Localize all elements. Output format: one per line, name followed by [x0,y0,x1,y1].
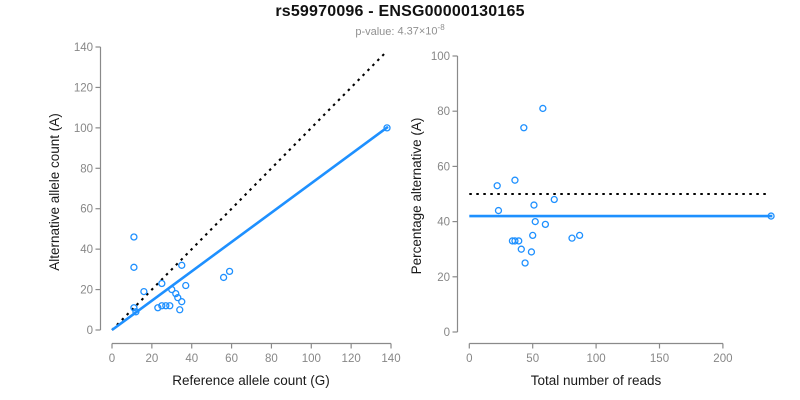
pvalue-exponent: -8 [437,23,445,32]
right-x-axis-label: Total number of reads [531,373,662,388]
left-scatter-point [158,302,166,310]
left-scatter-point [166,302,174,310]
left-scatter-point [219,273,228,282]
right-y-axis-label: Percentage alternative (A) [409,118,424,275]
left-x-tick-label: 60 [225,353,238,365]
right-y-tick-label: 60 [437,161,450,173]
right-scatter-point [527,248,536,256]
right-x-tick-label: 200 [713,353,732,365]
regression-line [111,125,389,332]
left-scatter-point [176,306,184,314]
right-scatter-point [515,237,523,245]
left-x-tick-label: 40 [185,353,198,365]
left-scatter-point [168,285,176,294]
pvalue-label: p-value: [355,25,395,38]
right-scatter-point [520,124,528,132]
left-scatter-point [174,294,182,302]
right-y-tick-label: 0 [444,327,450,339]
pvalue-value: 4.37×10 [397,25,438,38]
left-x-tick-label: 140 [381,353,400,365]
left-scatter-point [140,287,148,296]
left-scatter-point [158,279,166,288]
identity-line [111,51,387,331]
left-scatter-point [154,304,162,312]
left-x-tick-label: 100 [302,353,321,365]
right-y-tick-label: 40 [437,217,450,229]
right-y-tick-label: 80 [437,106,450,118]
right-scatter-point [767,212,775,220]
left-scatter-point [383,124,391,132]
left-scatter-point [225,267,234,276]
left-x-tick-label: 20 [145,353,158,365]
right-x-tick-label: 150 [650,353,669,365]
right-scatter-point [530,201,538,209]
left-scatter-point [172,289,180,298]
left-scatter-point [130,263,138,271]
left-y-tick-label: 100 [74,123,93,135]
right-scatter-point [529,231,537,240]
left-y-tick-label: 20 [80,285,93,297]
left-y-axis-label: Alternative allele count (A) [47,113,62,271]
right-scatter-point [539,104,547,113]
left-scatter-point [178,261,186,269]
right-scatter-point [511,176,519,184]
left-scatter-point [130,233,138,241]
left-scatter-point [162,302,170,310]
left-x-tick-label: 0 [109,353,115,365]
right-scatter-point [568,234,576,242]
figure-subtitle: p-value: 4.37×10-8 [0,23,800,38]
left-scatter-point [182,281,190,290]
right-scatter-point [521,259,529,267]
left-y-tick-label: 80 [80,163,93,175]
right-scatter-point [493,182,501,190]
left-y-tick-label: 140 [74,42,93,54]
right-scatter-point [511,237,519,245]
left-x-axis-label: Reference allele count (G) [172,373,330,388]
right-scatter-point [575,231,584,240]
left-scatter-point [130,304,138,312]
left-y-tick-label: 120 [74,82,93,94]
left-y-tick-label: 40 [80,244,93,256]
right-x-tick-label: 0 [466,353,472,365]
right-scatter-point [517,245,525,253]
right-scatter-point [494,206,503,215]
right-scatter-point [531,217,539,226]
right-scatter-point [541,220,550,229]
right-y-tick-label: 20 [437,272,450,284]
left-y-tick-label: 0 [87,325,93,337]
left-scatter-point [132,308,140,316]
right-x-tick-label: 100 [587,353,606,365]
left-x-tick-label: 80 [265,353,278,365]
left-y-tick-label: 60 [80,204,93,216]
figure-title: rs59970096 - ENSG00000130165 [275,3,525,20]
left-x-tick-label: 120 [342,353,361,365]
right-x-tick-label: 50 [526,353,539,365]
right-y-tick-label: 100 [431,51,450,63]
left-scatter-point [178,298,186,306]
right-scatter-point [550,195,558,204]
